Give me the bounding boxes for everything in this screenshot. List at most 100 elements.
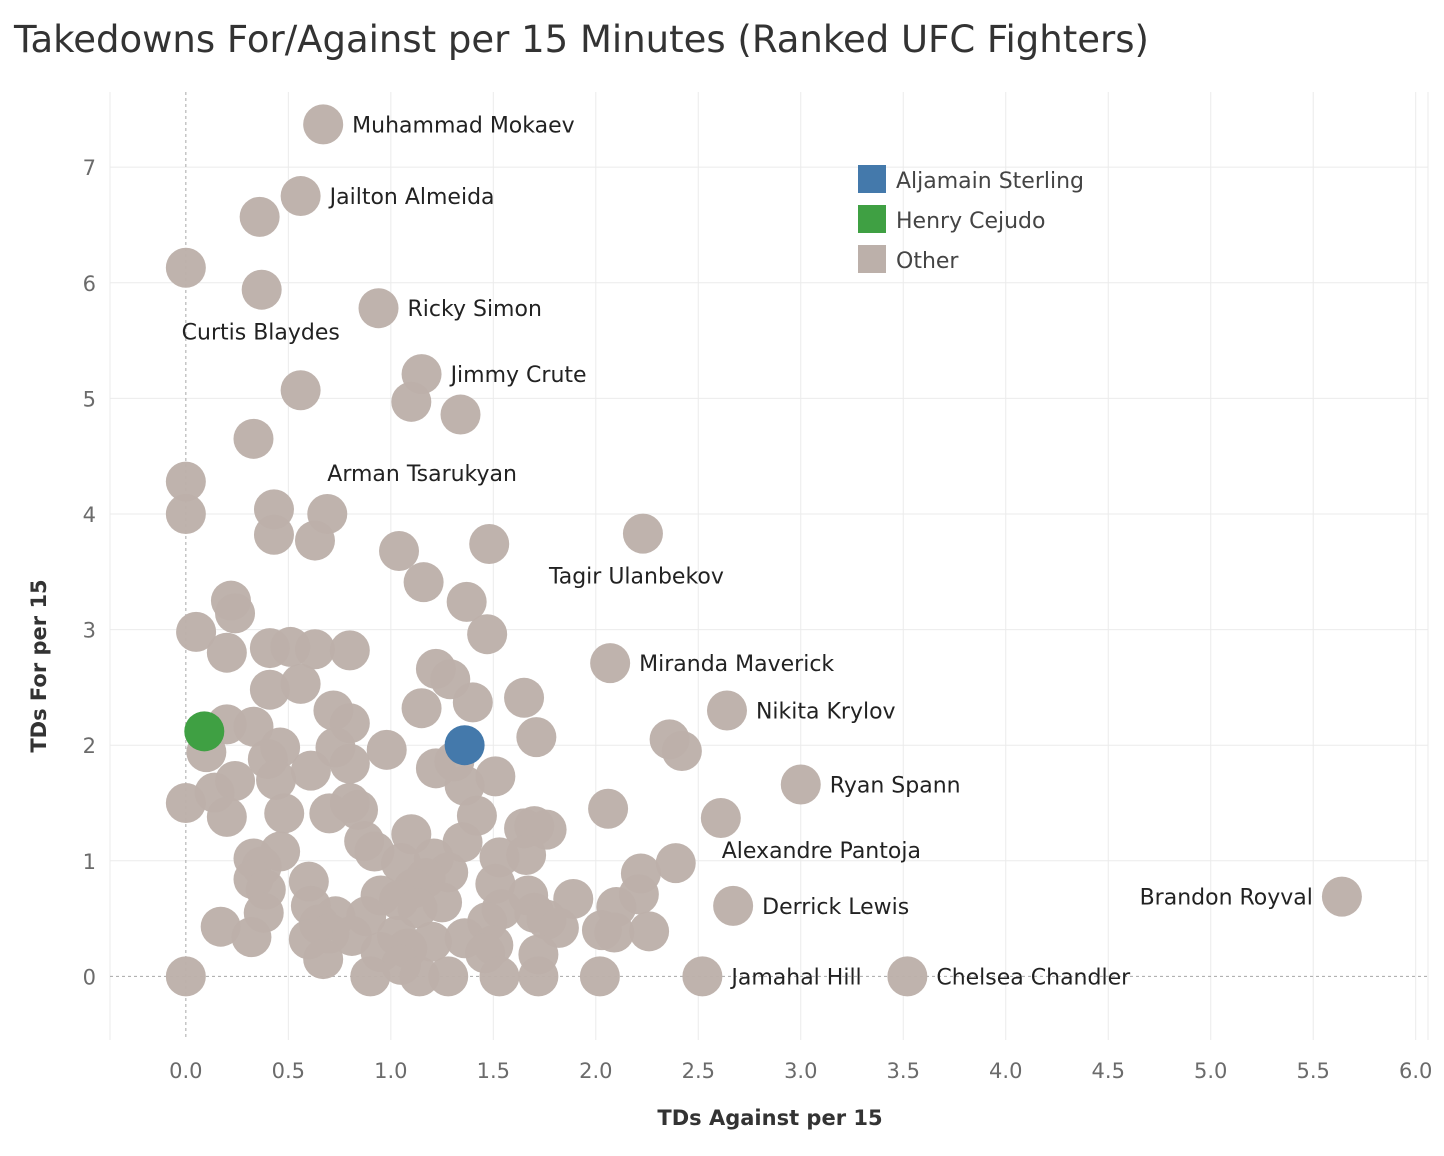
x-axis-ticks: 0.0 0.5 1.0 1.5 2.0 2.5 3.0 3.5 4.0 4.5 5.0 5.5 6.0: [169, 1059, 1432, 1083]
data-points: [165, 104, 1362, 997]
y-tick-label: 2: [83, 734, 96, 758]
data-point-other: [165, 461, 206, 502]
point-label: Nikita Krylov: [756, 700, 896, 725]
data-point-other: [713, 885, 754, 926]
data-point-other: [280, 370, 321, 411]
data-point-other: [233, 418, 274, 459]
data-point-other: [397, 888, 438, 929]
data-point-other: [256, 759, 297, 800]
data-point-other: [399, 956, 440, 997]
y-tick-label: 7: [83, 156, 96, 180]
data-point-other: [475, 756, 516, 797]
data-point-henry-cejudo: [184, 711, 225, 752]
data-point-other: [655, 843, 696, 884]
data-point-other: [1321, 876, 1362, 917]
data-point-other: [403, 562, 444, 603]
x-tick-label: 0.5: [272, 1059, 305, 1083]
legend-label: Aljamain Sterling: [896, 169, 1084, 194]
x-tick-label: 5.5: [1297, 1059, 1330, 1083]
data-point-other: [504, 677, 545, 718]
data-point-other: [350, 956, 391, 997]
data-point-other: [366, 729, 407, 770]
x-tick-label: 2.5: [682, 1059, 715, 1083]
data-point-other: [165, 956, 206, 997]
x-tick-label: 2.0: [579, 1059, 612, 1083]
y-tick-label: 5: [83, 387, 96, 411]
legend-swatch: [858, 165, 886, 193]
point-label: Ricky Simon: [408, 297, 542, 322]
data-point-other: [629, 911, 670, 952]
data-point-other: [280, 176, 321, 217]
data-point-other: [358, 288, 399, 329]
legend: Aljamain Sterling Henry Cejudo Other: [858, 165, 1084, 274]
point-label: Curtis Blaydes: [182, 321, 340, 346]
data-point-other: [516, 717, 557, 758]
point-label: Derrick Lewis: [762, 895, 909, 920]
data-point-other: [467, 614, 508, 655]
data-point-other: [780, 764, 821, 805]
data-point-other: [200, 906, 241, 947]
x-tick-label: 4.5: [1092, 1059, 1125, 1083]
data-point-other: [706, 690, 747, 731]
y-tick-label: 1: [83, 850, 96, 874]
point-label: Ryan Spann: [830, 774, 961, 799]
data-point-other: [309, 793, 350, 834]
legend-swatch: [858, 245, 886, 273]
data-point-other: [329, 630, 370, 671]
x-tick-label: 5.0: [1194, 1059, 1227, 1083]
data-point-other: [206, 632, 247, 673]
x-tick-label: 3.5: [887, 1059, 920, 1083]
y-tick-label: 0: [83, 965, 96, 989]
data-point-other: [622, 513, 663, 554]
data-point-other: [239, 196, 280, 237]
point-label: Brandon Royval: [1140, 886, 1313, 911]
data-point-other: [294, 629, 335, 670]
y-tick-label: 4: [83, 503, 96, 527]
point-label: Muhammad Mokaev: [352, 113, 574, 138]
data-point-other: [401, 688, 442, 729]
data-point-other: [594, 912, 635, 953]
point-label: Arman Tsarukyan: [327, 462, 517, 487]
x-tick-label: 6.0: [1399, 1059, 1432, 1083]
data-point-other: [206, 796, 247, 837]
y-tick-label: 6: [83, 272, 96, 296]
y-tick-label: 3: [83, 619, 96, 643]
data-point-other: [428, 956, 469, 997]
data-point-other: [700, 798, 741, 839]
data-point-other: [290, 750, 331, 791]
data-point-other: [280, 663, 321, 704]
data-point-other: [249, 669, 290, 710]
data-point-other: [682, 956, 723, 997]
legend-label: Henry Cejudo: [896, 209, 1045, 234]
data-point-other: [176, 611, 217, 652]
point-label: Jamahal Hill: [729, 965, 861, 990]
data-point-other: [588, 788, 629, 829]
data-point-other: [446, 581, 487, 622]
gridlines: [109, 92, 1429, 1040]
x-tick-label: 1.0: [374, 1059, 407, 1083]
data-point-other: [444, 765, 485, 806]
data-point-other: [294, 520, 335, 561]
x-axis-label: TDs Against per 15: [657, 1106, 882, 1130]
data-point-other: [303, 939, 344, 980]
legend-label: Other: [896, 249, 959, 274]
data-point-other: [165, 493, 206, 534]
data-point-other: [231, 917, 272, 958]
x-tick-label: 3.0: [784, 1059, 817, 1083]
data-point-other: [241, 269, 282, 310]
data-point-other: [215, 593, 256, 634]
y-axis-label: TDs For per 15: [27, 579, 51, 752]
point-label: Jailton Almeida: [328, 185, 495, 210]
point-label: Chelsea Chandler: [936, 965, 1131, 990]
data-point-other: [661, 730, 702, 771]
x-tick-label: 1.5: [477, 1059, 510, 1083]
data-point-other: [253, 514, 294, 555]
y-axis-ticks: 0 1 2 3 4 5 6 7: [83, 156, 96, 989]
point-labels: Muhammad Mokaev Jailton Almeida Curtis Bla…: [182, 113, 1313, 990]
x-tick-label: 0.0: [169, 1059, 202, 1083]
data-point-other: [440, 394, 481, 435]
point-label: Tagir Ulanbekov: [548, 565, 724, 590]
data-point-other: [590, 643, 631, 684]
data-point-other: [887, 956, 928, 997]
